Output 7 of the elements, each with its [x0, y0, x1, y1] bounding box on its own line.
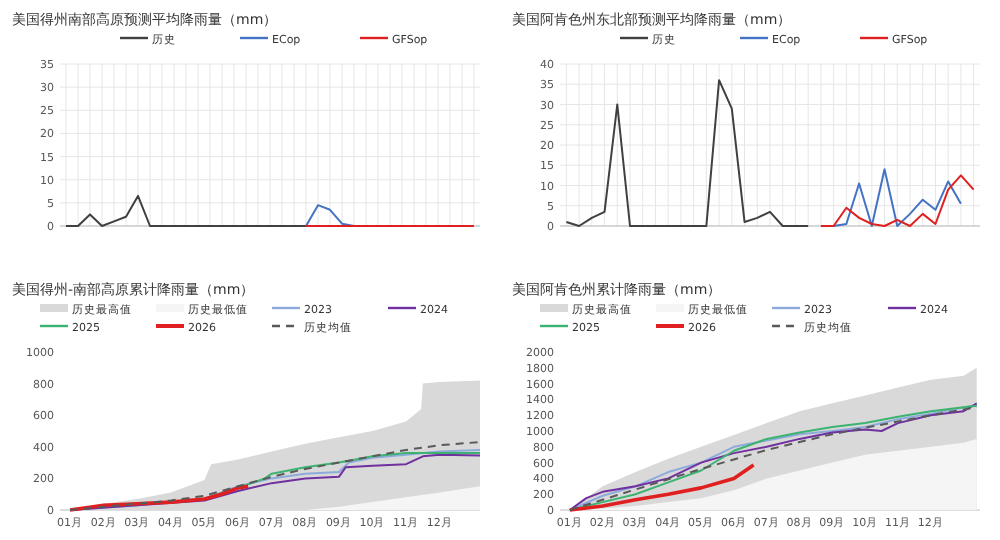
line-series — [819, 174, 975, 227]
line-series — [565, 79, 810, 227]
line-series — [832, 168, 962, 227]
line-series — [568, 463, 756, 512]
line-series — [68, 484, 250, 512]
line-series — [305, 204, 355, 227]
line-series — [65, 194, 307, 227]
